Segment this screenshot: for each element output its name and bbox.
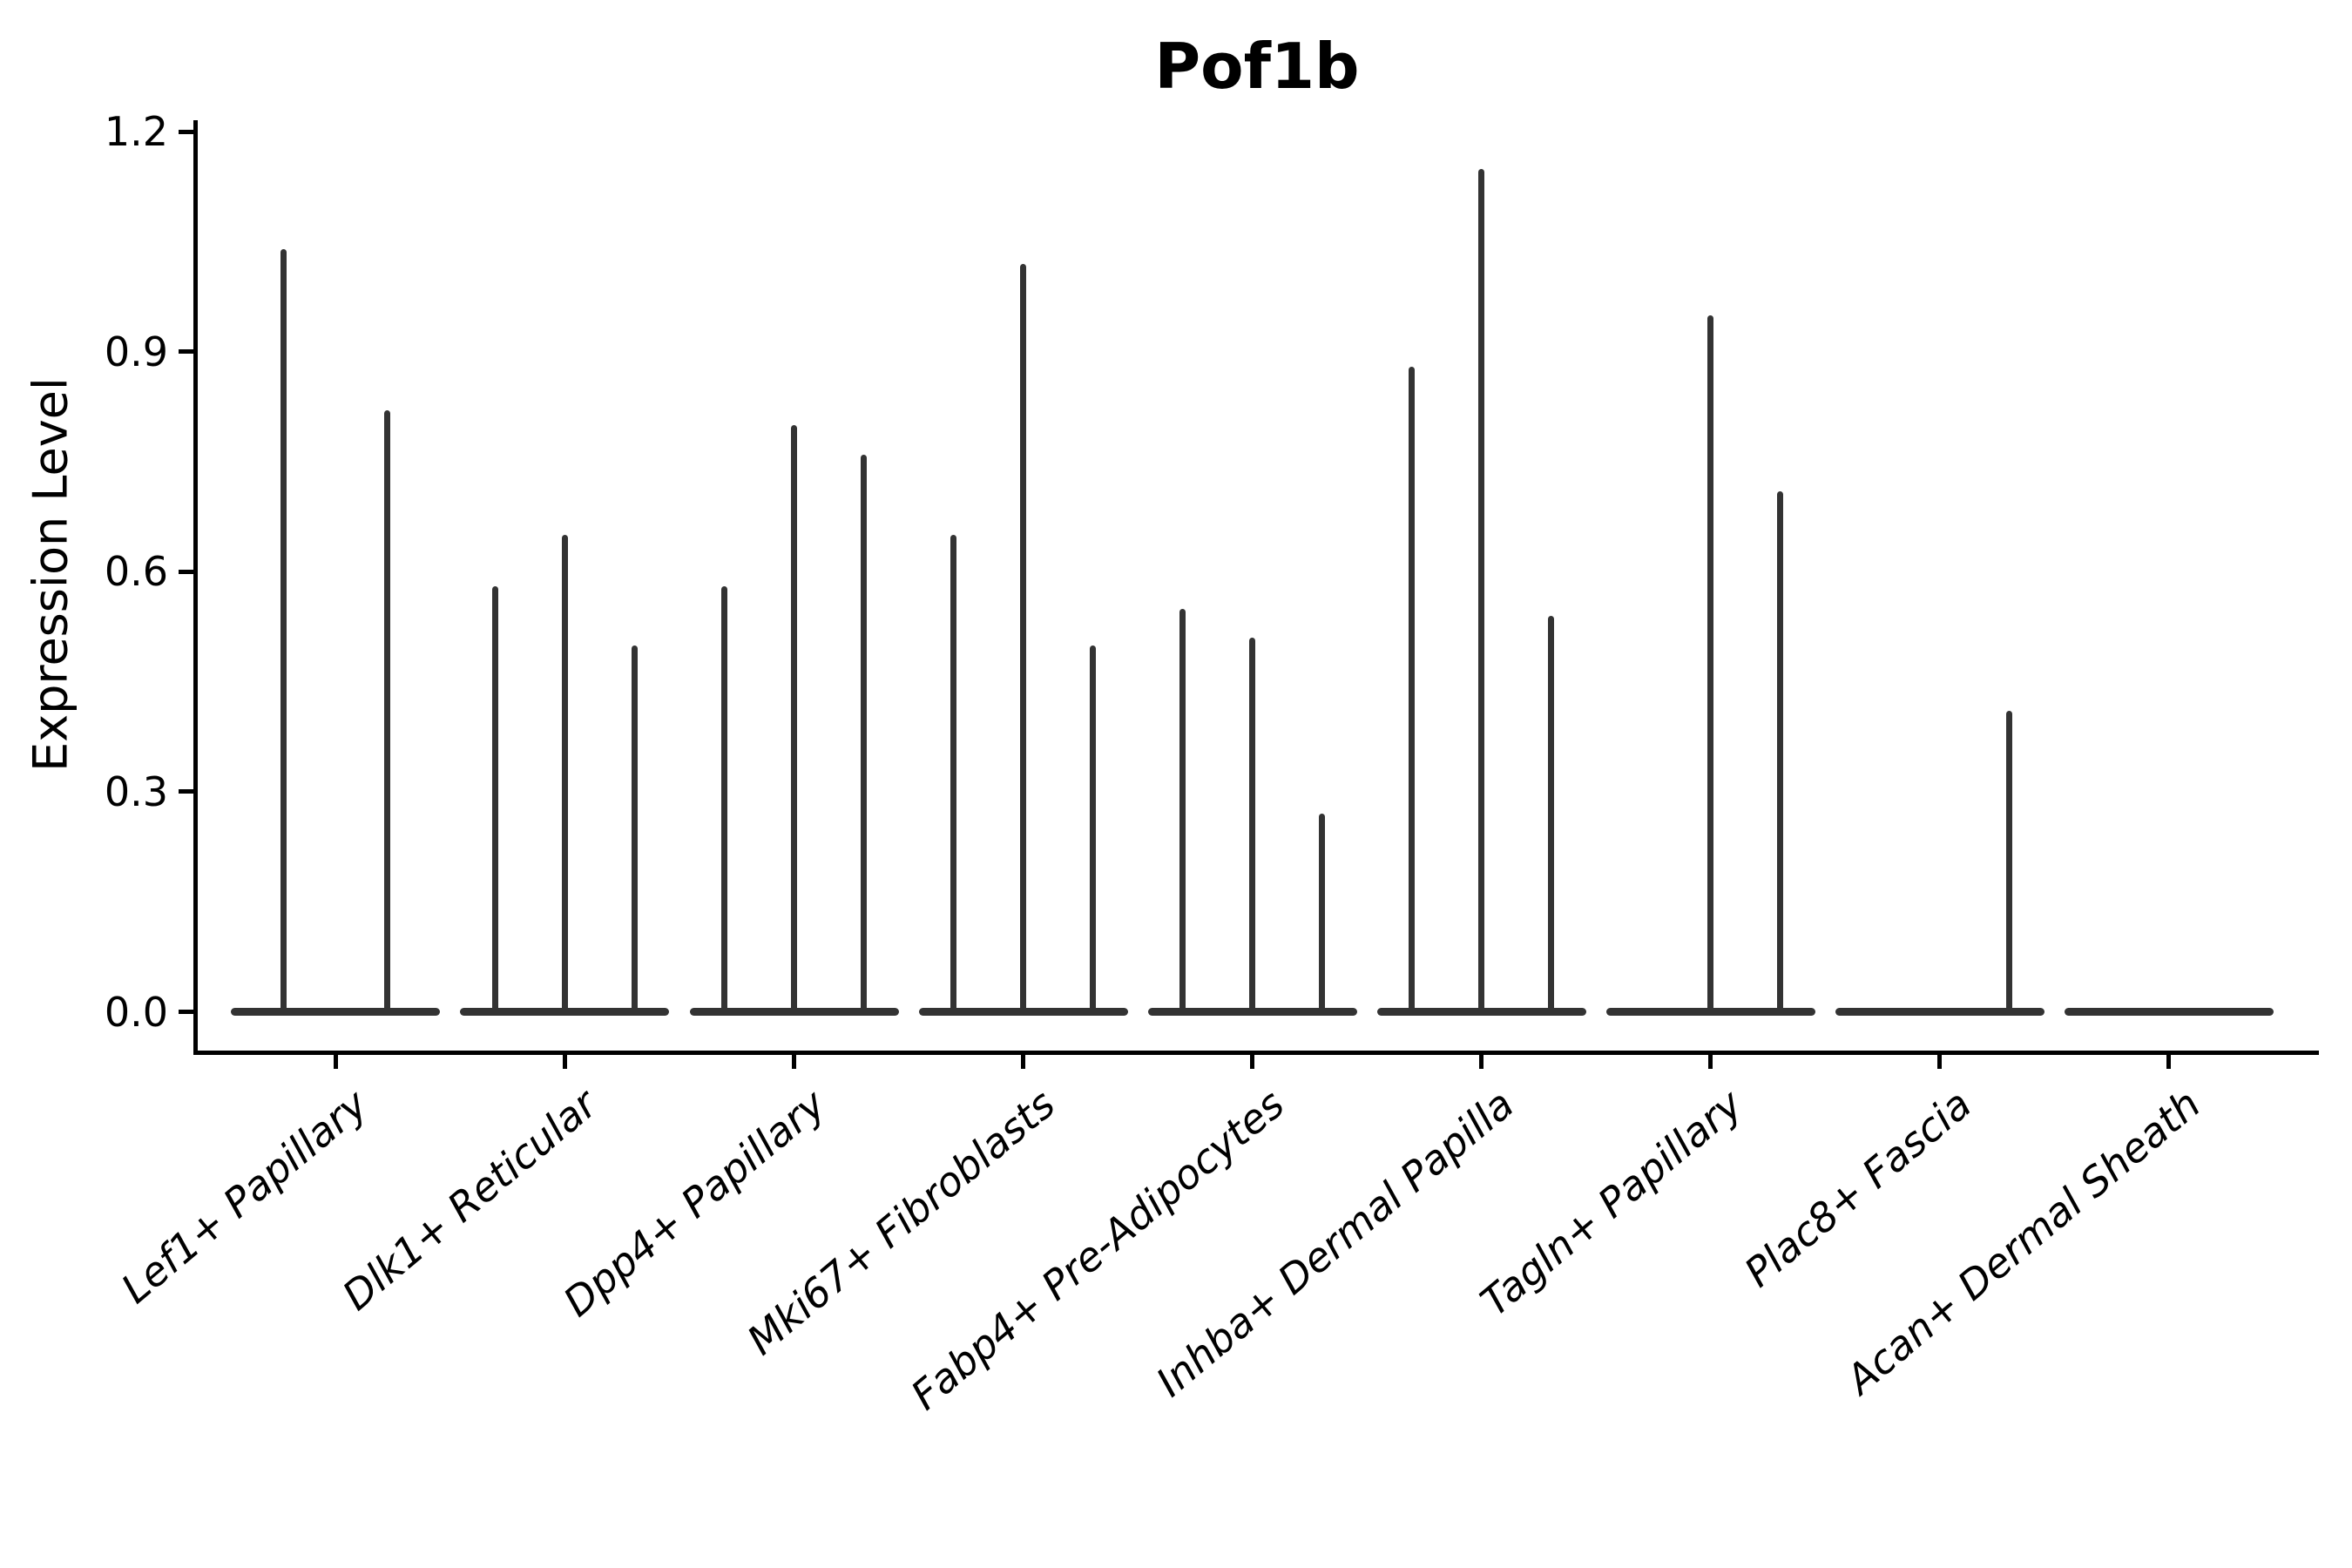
violin-spike bbox=[1020, 263, 1027, 1012]
violin-spike bbox=[631, 645, 638, 1012]
violin-spike bbox=[1409, 366, 1416, 1012]
y-axis-label: Expression Level bbox=[23, 377, 78, 772]
plot-title: Pof1b bbox=[1154, 30, 1360, 103]
violin-spike bbox=[561, 535, 568, 1012]
x-tick-mark bbox=[333, 1055, 338, 1069]
y-tick-mark-0.3 bbox=[179, 789, 193, 794]
x-tick-mark bbox=[1708, 1055, 1713, 1069]
violin-spike bbox=[950, 535, 957, 1012]
violin-spike bbox=[1090, 645, 1097, 1012]
y-tick-label-1.2: 1.2 bbox=[104, 108, 168, 156]
violin-spike bbox=[1707, 314, 1714, 1012]
x-tick-mark bbox=[1250, 1055, 1255, 1069]
violin-spike bbox=[721, 586, 727, 1012]
violin-spike bbox=[1777, 490, 1784, 1012]
x-tick-mark bbox=[1021, 1055, 1026, 1069]
violin-spike bbox=[1179, 608, 1186, 1012]
y-tick-label-0.3: 0.3 bbox=[104, 767, 168, 815]
violin-base bbox=[689, 1008, 899, 1016]
x-tick-mark bbox=[2166, 1055, 2172, 1069]
y-tick-mark-0.6 bbox=[179, 569, 193, 574]
y-tick-mark-1.2 bbox=[179, 129, 193, 134]
violin-base bbox=[1605, 1008, 1815, 1016]
violin-base bbox=[2064, 1008, 2274, 1016]
violin-base bbox=[460, 1008, 670, 1016]
violin-spike bbox=[791, 425, 797, 1012]
violin-base bbox=[1147, 1008, 1357, 1016]
violin-spike bbox=[861, 454, 867, 1012]
y-tick-label-0.6: 0.6 bbox=[104, 548, 168, 596]
violin-base bbox=[231, 1008, 441, 1016]
violin-spike bbox=[384, 410, 391, 1012]
violin-spike bbox=[2006, 711, 2013, 1012]
violin-base bbox=[918, 1008, 1128, 1016]
violin-base bbox=[1835, 1008, 2044, 1016]
violin-spike bbox=[491, 586, 498, 1012]
x-tick-mark bbox=[792, 1055, 796, 1069]
violin-spike bbox=[280, 249, 287, 1012]
x-tick-mark bbox=[562, 1055, 567, 1069]
x-tick-label: Plac8+ Fascia bbox=[1735, 1080, 1981, 1296]
violin-base bbox=[1376, 1008, 1586, 1016]
violin-spike bbox=[1319, 814, 1326, 1012]
violin-spike bbox=[1249, 638, 1256, 1012]
y-tick-mark-0.9 bbox=[179, 349, 193, 355]
x-axis-spine bbox=[193, 1051, 2319, 1055]
y-tick-label-0.9: 0.9 bbox=[104, 328, 168, 375]
y-tick-label-0.0: 0.0 bbox=[104, 988, 168, 1036]
y-tick-mark-0.0 bbox=[179, 1010, 193, 1014]
x-tick-mark bbox=[1937, 1055, 1943, 1069]
y-axis-spine bbox=[193, 120, 198, 1055]
violin-spike bbox=[1548, 615, 1555, 1012]
x-tick-mark bbox=[1479, 1055, 1484, 1069]
x-tick-label: Lef1+ Papillary bbox=[112, 1080, 377, 1313]
violin-spike bbox=[1478, 168, 1485, 1012]
x-tick-label: Fabp4+ Pre-Adipocytes bbox=[902, 1080, 1294, 1419]
